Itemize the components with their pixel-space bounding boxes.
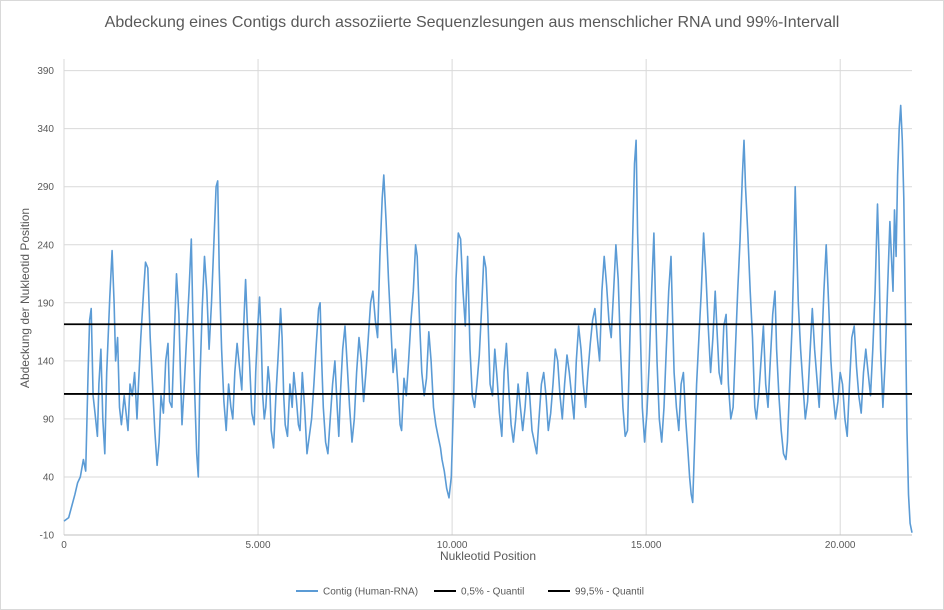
series-line-contig [63, 104, 913, 533]
x-tick-label: 15.000 [631, 540, 662, 551]
y-tick-label: 390 [37, 66, 54, 77]
y-tick-label: 90 [43, 414, 55, 425]
plot-area [63, 104, 913, 533]
tick-labels: -10 40 90 140 190 240 290 340 390 0 5.000 10.000 15.… [37, 66, 856, 551]
y-tick-label: 290 [37, 182, 54, 193]
x-tick-label: 0 [61, 540, 67, 551]
grid [63, 59, 912, 536]
x-axis-label: Nukleotid Position [440, 549, 536, 563]
x-tick-label: 20.000 [825, 540, 856, 551]
y-tick-label: -10 [40, 531, 55, 542]
y-tick-label: 340 [37, 124, 54, 135]
y-tick-label: 240 [37, 240, 54, 251]
y-axis-label: Abdeckung der Nukleotid Position [18, 208, 32, 388]
legend: Contig (Human-RNA) 0,5% - Quantil 99,5% - … [296, 587, 644, 598]
y-tick-label: 40 [43, 472, 55, 483]
legend-label: 99,5% - Quantil [575, 587, 644, 598]
x-tick-label: 5.000 [246, 540, 271, 551]
chart-title: Abdeckung eines Contigs durch assoziiert… [105, 14, 840, 31]
y-tick-label: 140 [37, 356, 54, 367]
x-tick-label: 10.000 [437, 540, 468, 551]
legend-label: 0,5% - Quantil [461, 587, 524, 598]
legend-label: Contig (Human-RNA) [323, 587, 418, 598]
y-tick-label: 190 [37, 298, 54, 309]
